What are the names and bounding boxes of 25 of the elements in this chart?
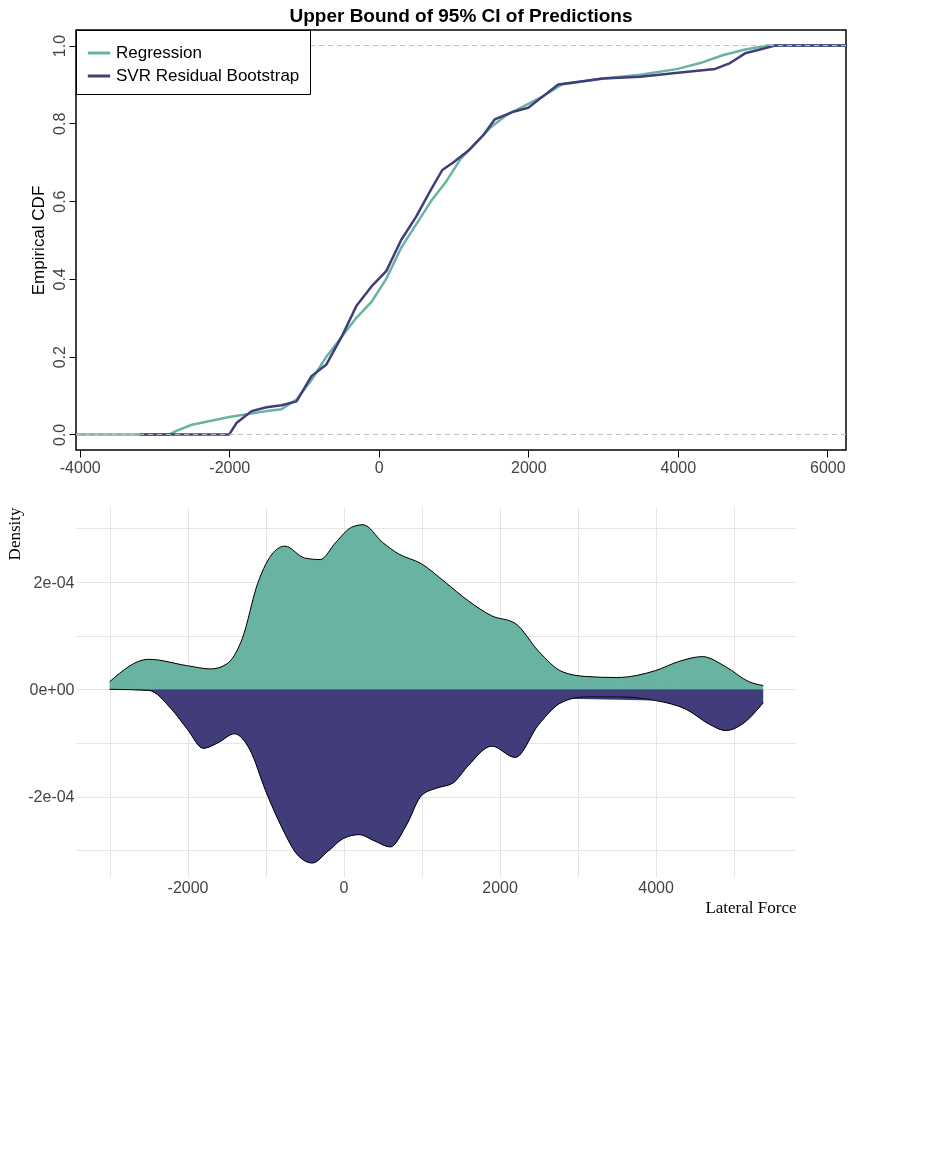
y-tick-label: 2e-04 <box>33 573 75 591</box>
x-tick-label: 2000 <box>510 458 547 476</box>
x-tick-label: -4000 <box>59 458 101 476</box>
y-axis-title: Empirical CDF <box>28 185 48 296</box>
legend-label: SVR Residual Bootstrap <box>116 66 300 85</box>
y-tick-label: 0.2 <box>50 345 68 369</box>
y-tick-label: 1.0 <box>50 34 68 58</box>
chart-title: Upper Bound of 95% CI of Predictions <box>289 4 633 26</box>
y-tick-label: 0.0 <box>50 423 68 447</box>
x-tick-label: 2000 <box>482 878 518 896</box>
y-tick-label: 0e+00 <box>29 680 75 698</box>
y-tick-label: 0.6 <box>50 190 68 213</box>
x-tick-label: 4000 <box>638 878 674 896</box>
x-tick-label: 0 <box>374 458 384 476</box>
x-tick-label: -2000 <box>167 878 209 896</box>
x-tick-label: 0 <box>339 878 349 896</box>
y-tick-label: 0.4 <box>50 268 68 291</box>
x-tick-label: -2000 <box>209 458 251 476</box>
x-axis-title: Lateral Force <box>705 897 797 917</box>
y-axis-title: Density <box>5 507 25 561</box>
x-tick-label: 4000 <box>660 458 697 476</box>
legend-label: Regression <box>116 43 202 62</box>
y-tick-label: -2e-04 <box>28 788 75 806</box>
y-tick-label: 0.8 <box>50 112 68 135</box>
x-tick-label: 6000 <box>810 458 846 476</box>
